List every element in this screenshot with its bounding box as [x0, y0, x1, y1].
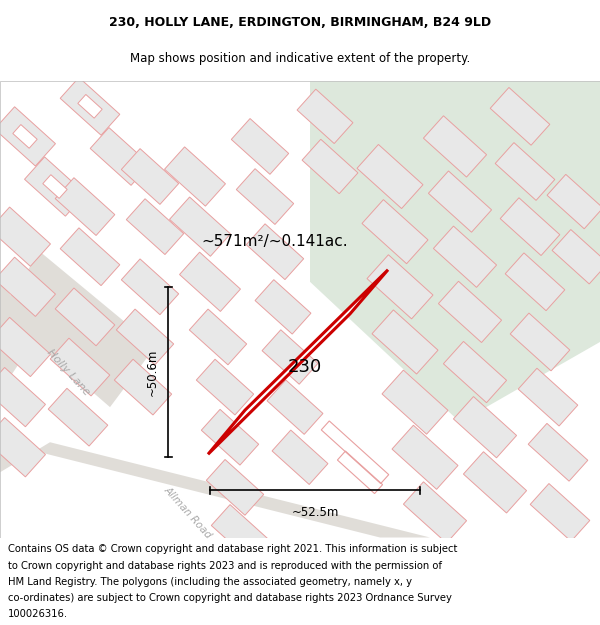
Polygon shape [495, 142, 555, 201]
Text: Holly Lane: Holly Lane [45, 347, 91, 397]
Polygon shape [490, 88, 550, 145]
Polygon shape [196, 359, 254, 415]
Polygon shape [90, 127, 150, 186]
Polygon shape [179, 252, 241, 311]
Polygon shape [0, 442, 430, 538]
Polygon shape [202, 409, 259, 465]
Polygon shape [255, 279, 311, 334]
Polygon shape [116, 309, 173, 365]
Text: Contains OS data © Crown copyright and database right 2021. This information is : Contains OS data © Crown copyright and d… [8, 544, 457, 554]
Polygon shape [262, 330, 318, 384]
Polygon shape [310, 81, 600, 422]
Polygon shape [13, 124, 37, 148]
Polygon shape [530, 484, 590, 541]
Text: ~571m²/~0.141ac.: ~571m²/~0.141ac. [202, 234, 349, 249]
Polygon shape [505, 253, 565, 311]
Polygon shape [0, 368, 46, 427]
Polygon shape [236, 169, 293, 224]
Polygon shape [454, 396, 517, 458]
Polygon shape [121, 149, 179, 204]
Text: 230: 230 [288, 358, 322, 376]
Polygon shape [0, 318, 50, 377]
Polygon shape [500, 198, 560, 256]
Polygon shape [382, 370, 448, 434]
Polygon shape [439, 281, 502, 342]
Polygon shape [272, 430, 328, 484]
Polygon shape [367, 255, 433, 319]
Polygon shape [60, 78, 120, 135]
Polygon shape [463, 452, 527, 513]
Polygon shape [121, 259, 179, 315]
Polygon shape [428, 171, 491, 232]
Polygon shape [127, 199, 184, 254]
Polygon shape [518, 368, 578, 426]
Text: HM Land Registry. The polygons (including the associated geometry, namely x, y: HM Land Registry. The polygons (includin… [8, 577, 412, 587]
Polygon shape [392, 425, 458, 489]
Polygon shape [510, 313, 570, 371]
Text: to Crown copyright and database rights 2023 and is reproduced with the permissio: to Crown copyright and database rights 2… [8, 561, 442, 571]
Polygon shape [0, 257, 55, 316]
Text: Allman Road: Allman Road [162, 484, 214, 540]
Polygon shape [190, 309, 247, 365]
Polygon shape [60, 228, 120, 286]
Polygon shape [211, 504, 269, 561]
Text: Map shows position and indicative extent of the property.: Map shows position and indicative extent… [130, 52, 470, 65]
Polygon shape [357, 144, 423, 209]
Polygon shape [0, 418, 46, 477]
Polygon shape [115, 359, 172, 415]
Text: co-ordinates) are subject to Crown copyright and database rights 2023 Ordnance S: co-ordinates) are subject to Crown copyr… [8, 593, 452, 603]
Polygon shape [78, 94, 102, 118]
Text: ~52.5m: ~52.5m [292, 506, 338, 519]
Polygon shape [547, 174, 600, 229]
Polygon shape [302, 139, 358, 194]
Polygon shape [208, 270, 388, 454]
Polygon shape [55, 177, 115, 236]
Polygon shape [403, 482, 467, 543]
Polygon shape [247, 224, 304, 279]
Polygon shape [170, 197, 230, 256]
Polygon shape [267, 380, 323, 434]
Polygon shape [433, 226, 497, 288]
Polygon shape [55, 288, 115, 346]
Polygon shape [528, 423, 588, 481]
Text: ~50.6m: ~50.6m [146, 348, 158, 396]
Polygon shape [297, 89, 353, 144]
Polygon shape [443, 341, 506, 402]
Polygon shape [25, 157, 85, 216]
Polygon shape [43, 174, 67, 198]
Polygon shape [0, 282, 40, 392]
Polygon shape [48, 388, 108, 446]
Polygon shape [362, 199, 428, 264]
Polygon shape [206, 459, 263, 515]
Polygon shape [552, 229, 600, 284]
Polygon shape [424, 116, 487, 177]
Polygon shape [232, 119, 289, 174]
Polygon shape [372, 310, 438, 374]
Polygon shape [164, 147, 226, 206]
Polygon shape [0, 107, 55, 166]
Polygon shape [50, 338, 110, 396]
Text: 100026316.: 100026316. [8, 609, 68, 619]
Polygon shape [0, 207, 50, 266]
Polygon shape [0, 252, 155, 407]
Text: 230, HOLLY LANE, ERDINGTON, BIRMINGHAM, B24 9LD: 230, HOLLY LANE, ERDINGTON, BIRMINGHAM, … [109, 16, 491, 29]
